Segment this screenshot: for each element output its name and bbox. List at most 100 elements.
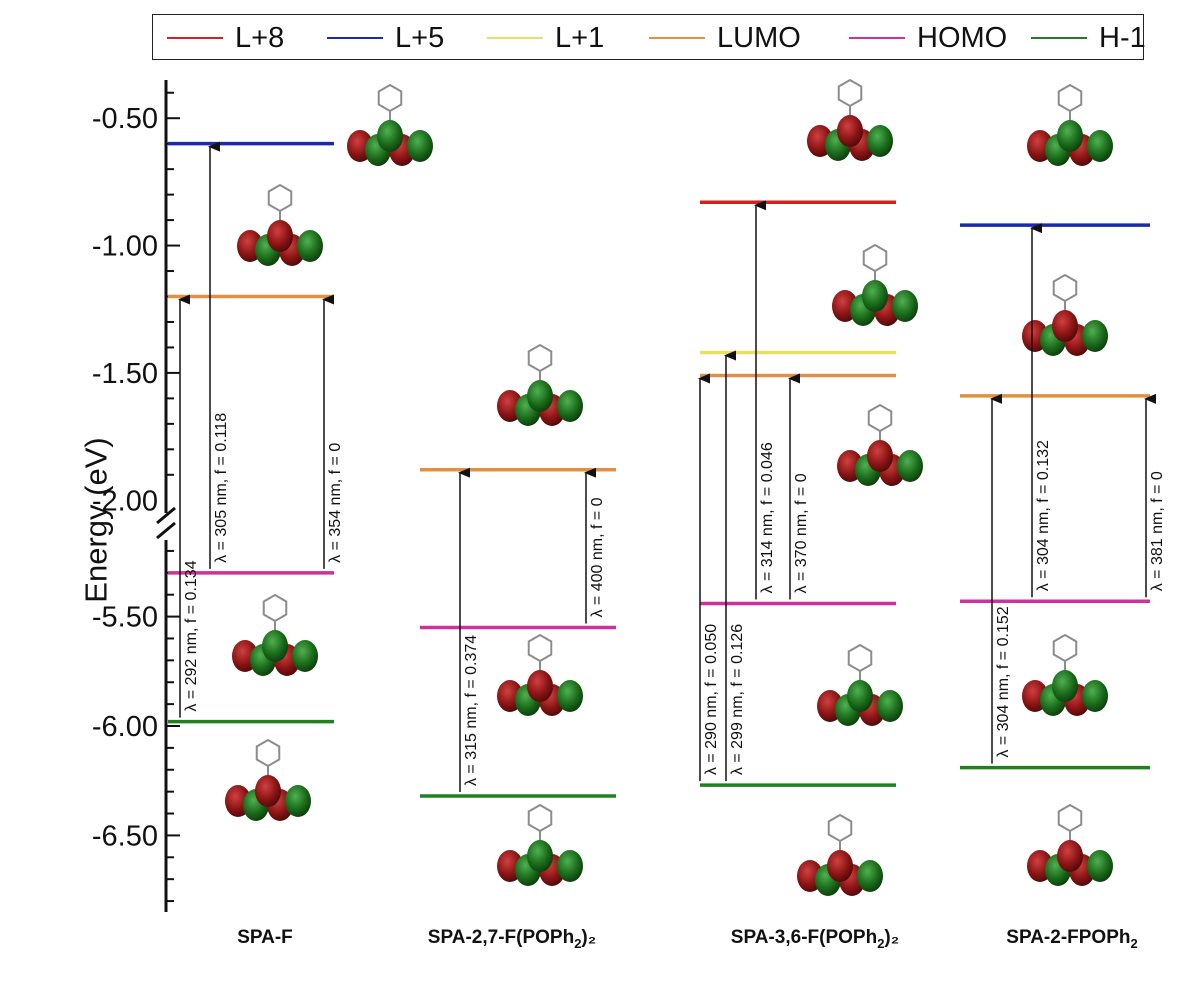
molecular-orbital-icon — [1022, 633, 1108, 716]
y-tick-label: -6.50 — [92, 820, 158, 852]
orbital-lobe — [267, 220, 293, 252]
orbital-lobe — [897, 450, 923, 482]
legend-label: HOMO — [917, 21, 1008, 54]
orbital-lobe — [867, 440, 893, 472]
compound-label: SPA-F — [237, 927, 293, 949]
compound-tail: )₂ — [581, 927, 597, 948]
legend-swatch — [1031, 37, 1087, 39]
orbital-lobe — [527, 670, 553, 702]
orbital-lobe — [1087, 850, 1113, 882]
legend-label: L+1 — [555, 21, 605, 54]
y-tick-label: -6.00 — [92, 711, 158, 743]
molecular-orbital-icon — [1027, 83, 1113, 166]
orbital-lobe — [1082, 320, 1108, 352]
orbital-lobe — [255, 775, 281, 807]
orbital-lobe — [1082, 680, 1108, 712]
orbital-lobe — [1057, 120, 1083, 152]
transition-label: λ = 314 nm, f = 0.046 — [759, 442, 776, 593]
orbital-lobe — [557, 390, 583, 422]
molecular-orbital-icon — [807, 78, 893, 161]
molecular-orbital-icon — [497, 803, 583, 886]
legend-entry-h-1: H-1 — [1031, 21, 1146, 54]
transition-label: λ = 370 nm, f = 0 — [793, 473, 810, 593]
phenyl-ring — [1052, 273, 1078, 303]
phenyl-ring — [527, 803, 553, 833]
y-axis-title: Energy (eV) — [78, 437, 114, 603]
phenyl-ring — [1057, 803, 1083, 833]
legend-label: LUMO — [717, 21, 801, 54]
orbital-lobe — [1052, 310, 1078, 342]
transition-label: λ = 304 nm, f = 0.152 — [995, 606, 1012, 757]
y-tick-label: -0.50 — [92, 103, 158, 135]
compound-label: SPA-2-FPOPh2 — [1006, 927, 1137, 951]
legend-label: H-1 — [1099, 21, 1146, 54]
orbital-lobe — [867, 125, 893, 157]
compound-tail: )₂ — [884, 927, 900, 948]
legend-entry-lplus5: L+5 — [327, 21, 445, 54]
orbital-lobe — [262, 630, 288, 662]
transition-label: λ = 305 nm, f = 0.118 — [213, 413, 230, 563]
legend-entry-homo: HOMO — [849, 21, 1008, 54]
orbital-lobe — [847, 680, 873, 712]
molecular-orbital-icon — [1027, 803, 1113, 886]
transition-label: λ = 400 nm, f = 0 — [589, 497, 606, 617]
legend-label: L+5 — [395, 21, 445, 54]
y-tick-label: -5.50 — [92, 602, 158, 634]
compound-label: SPA-3,6-F(POPh2)₂ — [731, 927, 899, 951]
phenyl-ring — [827, 813, 853, 843]
phenyl-ring — [1052, 633, 1078, 663]
molecular-orbital-icon — [1022, 273, 1108, 356]
legend-swatch — [849, 37, 905, 39]
phenyl-ring — [262, 593, 288, 623]
orbital-lobe — [877, 690, 903, 722]
phenyl-ring — [1057, 83, 1083, 113]
molecular-orbital-icon — [832, 243, 918, 326]
legend-entry-lumo: LUMO — [649, 21, 801, 54]
molecular-orbital-icon — [237, 183, 323, 266]
legend-label: L+8 — [235, 21, 285, 54]
compound-label: SPA-2,7-F(POPh2)₂ — [428, 927, 596, 951]
molecular-orbital-icon — [225, 738, 311, 821]
orbital-lobe — [1057, 840, 1083, 872]
orbital-lobe — [292, 640, 318, 672]
orbital-lobe — [407, 130, 433, 162]
molecular-orbital-icon — [837, 403, 923, 486]
orbital-lobe — [1087, 130, 1113, 162]
compound-name: SPA-F — [237, 927, 293, 948]
orbital-lobe — [285, 785, 311, 817]
legend: L+8 L+5 L+1 LUMO HOMO H-1 — [152, 14, 1146, 60]
axis-break-mark — [156, 506, 176, 525]
transition-label: λ = 354 nm, f = 0 — [327, 443, 344, 563]
orbital-lobe — [1052, 670, 1078, 702]
legend-entry-lplus8: L+8 — [167, 21, 285, 54]
orbital-lobe — [297, 230, 323, 262]
y-tick-label: -1.00 — [92, 231, 158, 263]
orbital-pictures — [225, 78, 1113, 896]
orbital-lobe — [827, 850, 853, 882]
transition-label: λ = 304 nm, f = 0.132 — [1035, 440, 1052, 591]
orbital-lobe — [557, 680, 583, 712]
orbital-lobe — [862, 280, 888, 312]
compound-name: SPA-2-FPOPh — [1006, 927, 1131, 948]
orbital-lobe — [857, 860, 883, 892]
orbital-lobe — [557, 850, 583, 882]
legend-swatch — [487, 37, 543, 39]
compound-name: SPA-2,7-F(POPh — [427, 927, 575, 948]
molecular-orbital-icon — [232, 593, 318, 676]
compound-subscript: 2 — [1130, 935, 1138, 951]
orbital-lobe — [527, 840, 553, 872]
phenyl-ring — [377, 83, 403, 113]
molecular-orbital-icon — [497, 633, 583, 716]
compound-name: SPA-3,6-F(POPh — [730, 927, 878, 948]
transition-label: λ = 292 nm, f = 0.134 — [183, 560, 200, 711]
y-axis: -0.50 -1.00 -1.50 -2.00 -5.50 -6.00 -6.50 — [92, 80, 180, 912]
phenyl-ring — [527, 633, 553, 663]
transition-label: λ = 290 nm, f = 0.050 — [703, 624, 720, 775]
transition-label: λ = 315 nm, f = 0.374 — [463, 635, 480, 786]
legend-swatch — [327, 37, 383, 39]
compound-subscript: 2 — [877, 935, 885, 951]
axis-break-mark — [156, 521, 176, 540]
phenyl-ring — [862, 243, 888, 273]
legend-swatch — [649, 37, 705, 39]
phenyl-ring — [867, 403, 893, 433]
